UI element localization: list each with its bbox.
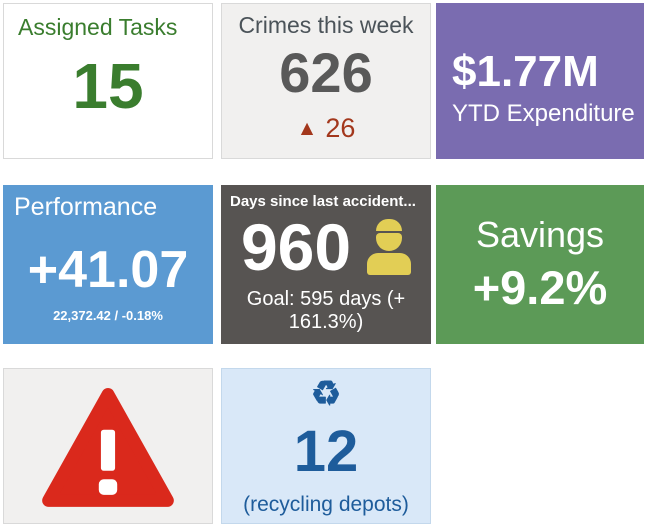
crimes-title: Crimes this week xyxy=(238,12,414,38)
crimes-value: 626 xyxy=(279,41,373,104)
performance-value: +41.07 xyxy=(27,241,189,299)
up-triangle-icon: ▲ xyxy=(296,117,318,140)
recycle-icon: ♻ xyxy=(310,375,342,413)
safety-title: Days since last accident... xyxy=(230,193,416,210)
recycling-value: 12 xyxy=(293,419,359,484)
savings-title: Savings xyxy=(475,214,605,255)
assigned-tasks-value: 15 xyxy=(72,50,144,122)
alert-tile xyxy=(3,368,213,524)
assigned-tasks-tile: Assigned Tasks 15 xyxy=(3,3,213,159)
crimes-delta-value: 26 xyxy=(325,113,356,143)
crimes-tile: Crimes this week 626 ▲ 26 xyxy=(221,3,431,159)
assigned-tasks-title: Assigned Tasks xyxy=(18,14,178,40)
safety-tile: Days since last accident... 960 Goal: 59… xyxy=(221,185,431,344)
expenditure-value: $1.77M xyxy=(452,46,599,96)
expenditure-tile: $1.77M YTD Expenditure xyxy=(436,3,644,159)
crimes-delta: ▲ 26 xyxy=(222,113,430,144)
safety-value: 960 xyxy=(240,210,352,284)
expenditure-label: YTD Expenditure xyxy=(452,100,635,128)
performance-detail: 22,372.42 / -0.18% xyxy=(53,308,163,323)
recycling-label: (recycling depots) xyxy=(243,493,409,516)
savings-tile: Savings +9.2% xyxy=(436,185,644,344)
recycling-tile: ♻ 12 (recycling depots) xyxy=(221,368,431,524)
performance-tile: Performance +41.07 22,372.42 / -0.18% xyxy=(3,185,213,344)
savings-value: +9.2% xyxy=(472,261,608,314)
warning-triangle-icon xyxy=(42,387,174,507)
worker-icon xyxy=(367,219,412,275)
safety-goal: Goal: 595 days (+ 161.3%) xyxy=(246,288,406,333)
performance-title: Performance xyxy=(14,193,158,221)
